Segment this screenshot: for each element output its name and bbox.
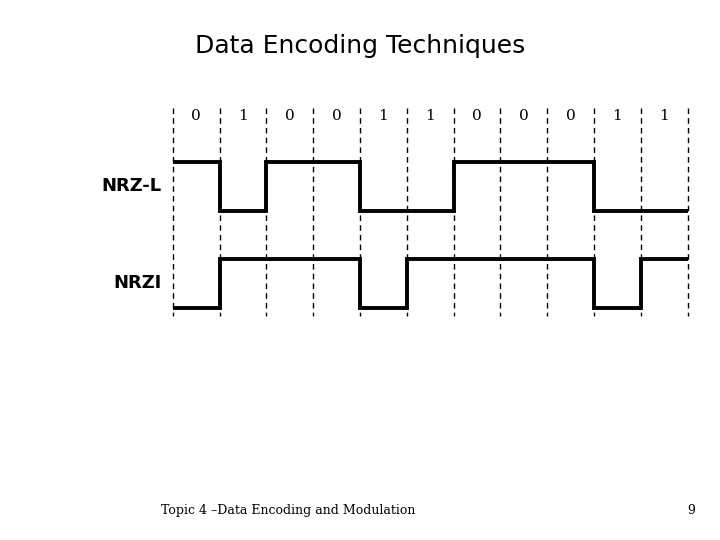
Text: NRZI: NRZI xyxy=(114,274,162,293)
Text: 0: 0 xyxy=(519,109,528,123)
Text: 0: 0 xyxy=(566,109,575,123)
Text: 9: 9 xyxy=(687,504,695,517)
Text: 1: 1 xyxy=(660,109,669,123)
Text: Data Encoding Techniques: Data Encoding Techniques xyxy=(195,34,525,58)
Text: 1: 1 xyxy=(613,109,622,123)
Text: 0: 0 xyxy=(285,109,294,123)
Text: 1: 1 xyxy=(379,109,388,123)
Text: 1: 1 xyxy=(238,109,248,123)
Text: NRZ-L: NRZ-L xyxy=(102,177,162,195)
Text: 0: 0 xyxy=(472,109,482,123)
Text: 0: 0 xyxy=(192,109,201,123)
Text: Topic 4 –Data Encoding and Modulation: Topic 4 –Data Encoding and Modulation xyxy=(161,504,415,517)
Text: 1: 1 xyxy=(426,109,435,123)
Text: 0: 0 xyxy=(332,109,341,123)
